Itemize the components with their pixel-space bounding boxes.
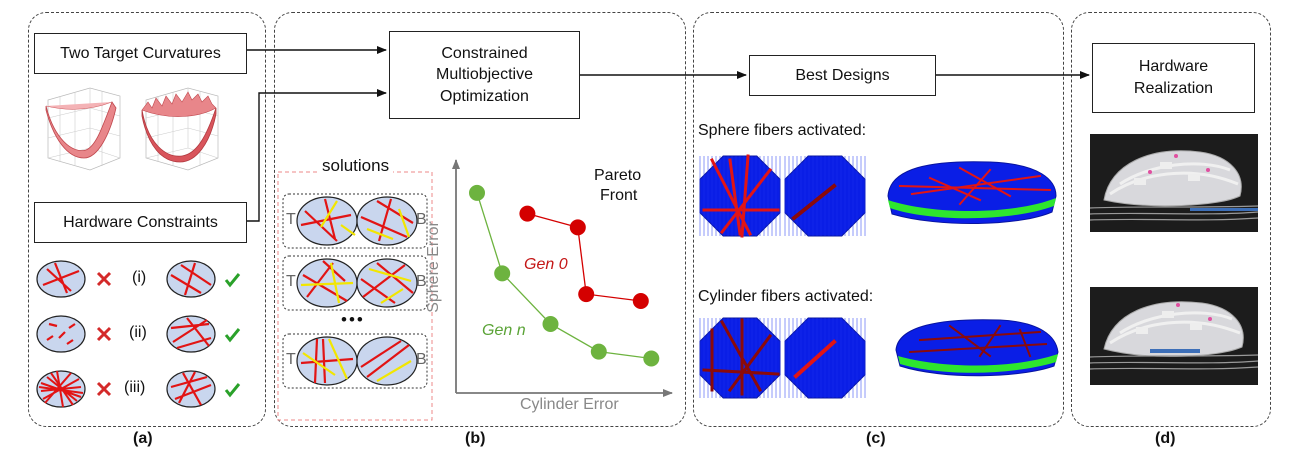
hardware-constraints-label: Hardware Constraints bbox=[63, 213, 218, 231]
solutions-title: solutions bbox=[318, 156, 394, 176]
target-curvatures-label: Two Target Curvatures bbox=[60, 44, 221, 62]
series-1-point-2 bbox=[542, 316, 559, 332]
disk-valid-iii bbox=[166, 370, 216, 408]
solution-bottom-disk bbox=[356, 196, 418, 246]
optimization-line-1: Constrained bbox=[441, 44, 528, 62]
cylinder-fibers-label: Cylinder fibers activated: bbox=[698, 288, 874, 305]
caption-a: (a) bbox=[133, 430, 153, 447]
series-label-gen-0: Gen 0 bbox=[524, 256, 568, 273]
disk-valid-ii bbox=[166, 315, 216, 353]
row-label-iii: (iii) bbox=[124, 379, 146, 396]
check-icon bbox=[224, 383, 241, 398]
optimization-box: Constrained Multiobjective Optimization bbox=[389, 31, 580, 119]
caption-d: (d) bbox=[1155, 430, 1176, 447]
series-1-point-1 bbox=[494, 265, 511, 282]
caption-c: (c) bbox=[866, 430, 886, 447]
hardware-photo-cylinder bbox=[1090, 287, 1258, 385]
series-0-point-2 bbox=[578, 286, 595, 303]
marker-t-1: T bbox=[286, 211, 296, 228]
hardware-line-1: Hardware bbox=[1138, 58, 1209, 76]
check-icon bbox=[224, 328, 241, 343]
row-label-ii: (ii) bbox=[129, 324, 147, 341]
disk-valid-i bbox=[166, 260, 216, 298]
sphere-fibers-label: Sphere fibers activated: bbox=[698, 122, 867, 139]
best-designs-label: Best Designs bbox=[795, 66, 890, 84]
constraint-disks bbox=[36, 260, 241, 408]
marker-b-3: B bbox=[416, 351, 427, 368]
series-line-0 bbox=[527, 212, 641, 302]
series-0-point-0 bbox=[519, 205, 536, 222]
hardware-line-2: Realization bbox=[1133, 80, 1214, 97]
hardware-realization-box: Hardware Realization bbox=[1092, 43, 1255, 113]
optimization-line-3: Optimization bbox=[440, 87, 529, 105]
series-1-point-3 bbox=[590, 343, 607, 360]
marker-t-2: T bbox=[286, 273, 296, 290]
y-axis-label: Sphere Error bbox=[424, 221, 442, 313]
series-0-point-3 bbox=[632, 293, 649, 309]
hardware-photo-sphere bbox=[1090, 134, 1258, 232]
pareto-chart-marks bbox=[469, 184, 660, 367]
optimization-line-2: Multiobjective bbox=[436, 66, 533, 84]
disk-invalid-ii bbox=[36, 315, 86, 353]
target-surface-noisy bbox=[141, 87, 219, 171]
hardware-constraints-box: Hardware Constraints bbox=[34, 202, 247, 243]
best-designs-box: Best Designs bbox=[749, 55, 936, 96]
marker-t-3: T bbox=[286, 351, 296, 368]
series-0-point-1 bbox=[569, 219, 586, 236]
disk-invalid-i bbox=[36, 260, 86, 298]
panel-d-frame bbox=[1071, 12, 1271, 427]
series-label-gen-n: Gen n bbox=[482, 322, 526, 339]
marker-b-2: B bbox=[416, 273, 427, 290]
cross-icon bbox=[96, 271, 112, 287]
marker-b-1: B bbox=[416, 211, 427, 228]
cross-icon bbox=[96, 326, 112, 342]
check-icon bbox=[224, 273, 241, 288]
series-1-point-0 bbox=[469, 184, 485, 201]
voxel-grids bbox=[699, 154, 1059, 399]
cross-icon bbox=[96, 381, 112, 397]
pareto-label-line-2: Front bbox=[600, 187, 638, 204]
x-axis-label: Cylinder Error bbox=[520, 396, 619, 413]
target-surface-sphere bbox=[45, 87, 121, 171]
target-curvatures-box: Two Target Curvatures bbox=[34, 33, 247, 74]
disk-invalid-iii bbox=[36, 370, 86, 408]
solution-rows bbox=[282, 193, 428, 389]
row-label-i: (i) bbox=[132, 269, 147, 286]
caption-b: (b) bbox=[465, 430, 486, 447]
panel-c-frame bbox=[693, 12, 1064, 427]
pareto-label-line-1: Pareto bbox=[594, 167, 642, 184]
series-1-point-4 bbox=[643, 350, 660, 367]
arrow-constraints-to-optimization bbox=[247, 89, 387, 222]
panel-b-frame bbox=[274, 12, 686, 427]
panel-a-frame bbox=[28, 12, 266, 427]
solutions-ellipsis: ••• bbox=[341, 310, 365, 329]
